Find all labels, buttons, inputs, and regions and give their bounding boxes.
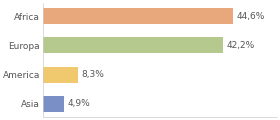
Text: 8,3%: 8,3% xyxy=(82,70,104,79)
Text: 44,6%: 44,6% xyxy=(236,12,265,21)
Bar xyxy=(43,8,233,24)
Bar xyxy=(43,96,64,112)
Text: 4,9%: 4,9% xyxy=(67,99,90,108)
Text: 42,2%: 42,2% xyxy=(226,41,254,50)
Bar xyxy=(43,37,223,53)
Bar xyxy=(43,67,78,83)
